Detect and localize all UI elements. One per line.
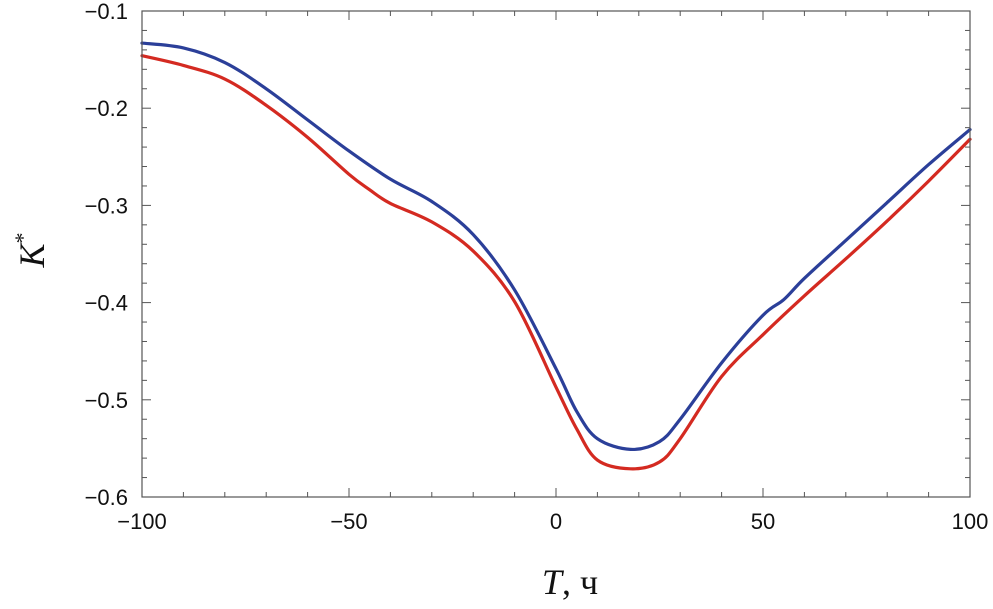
y-tick-label: −0.3 [85,193,128,218]
x-tick-label: 50 [751,509,775,534]
y-tick-label: −0.1 [85,0,128,24]
y-axis-superscript: * [10,232,35,243]
tick-labels: −100 −50 0 50 100 −0.6 −0.5 −0.4 −0.3 −0.2 −0.1 [85,0,989,534]
y-tick-label: −0.6 [85,485,128,510]
y-axis-variable: K [12,242,52,269]
x-tick-label: −100 [117,509,167,534]
y-tick-label: −0.2 [85,96,128,121]
x-tick-label: 0 [550,509,562,534]
ticks-layer [141,10,971,498]
x-axis-variable: T [542,562,565,602]
y-axis-title: K* [10,232,52,268]
x-axis-title: T, ч [542,562,598,602]
x-tick-label: 100 [952,509,989,534]
x-axis-unit: , ч [562,562,598,602]
x-tick-label: −50 [330,509,367,534]
series-layer [140,41,972,471]
plot-frame [141,10,971,498]
y-tick-label: −0.5 [85,388,128,413]
series-2-line [140,54,972,471]
series-1-line [140,41,972,451]
y-tick-label: −0.4 [85,291,128,316]
